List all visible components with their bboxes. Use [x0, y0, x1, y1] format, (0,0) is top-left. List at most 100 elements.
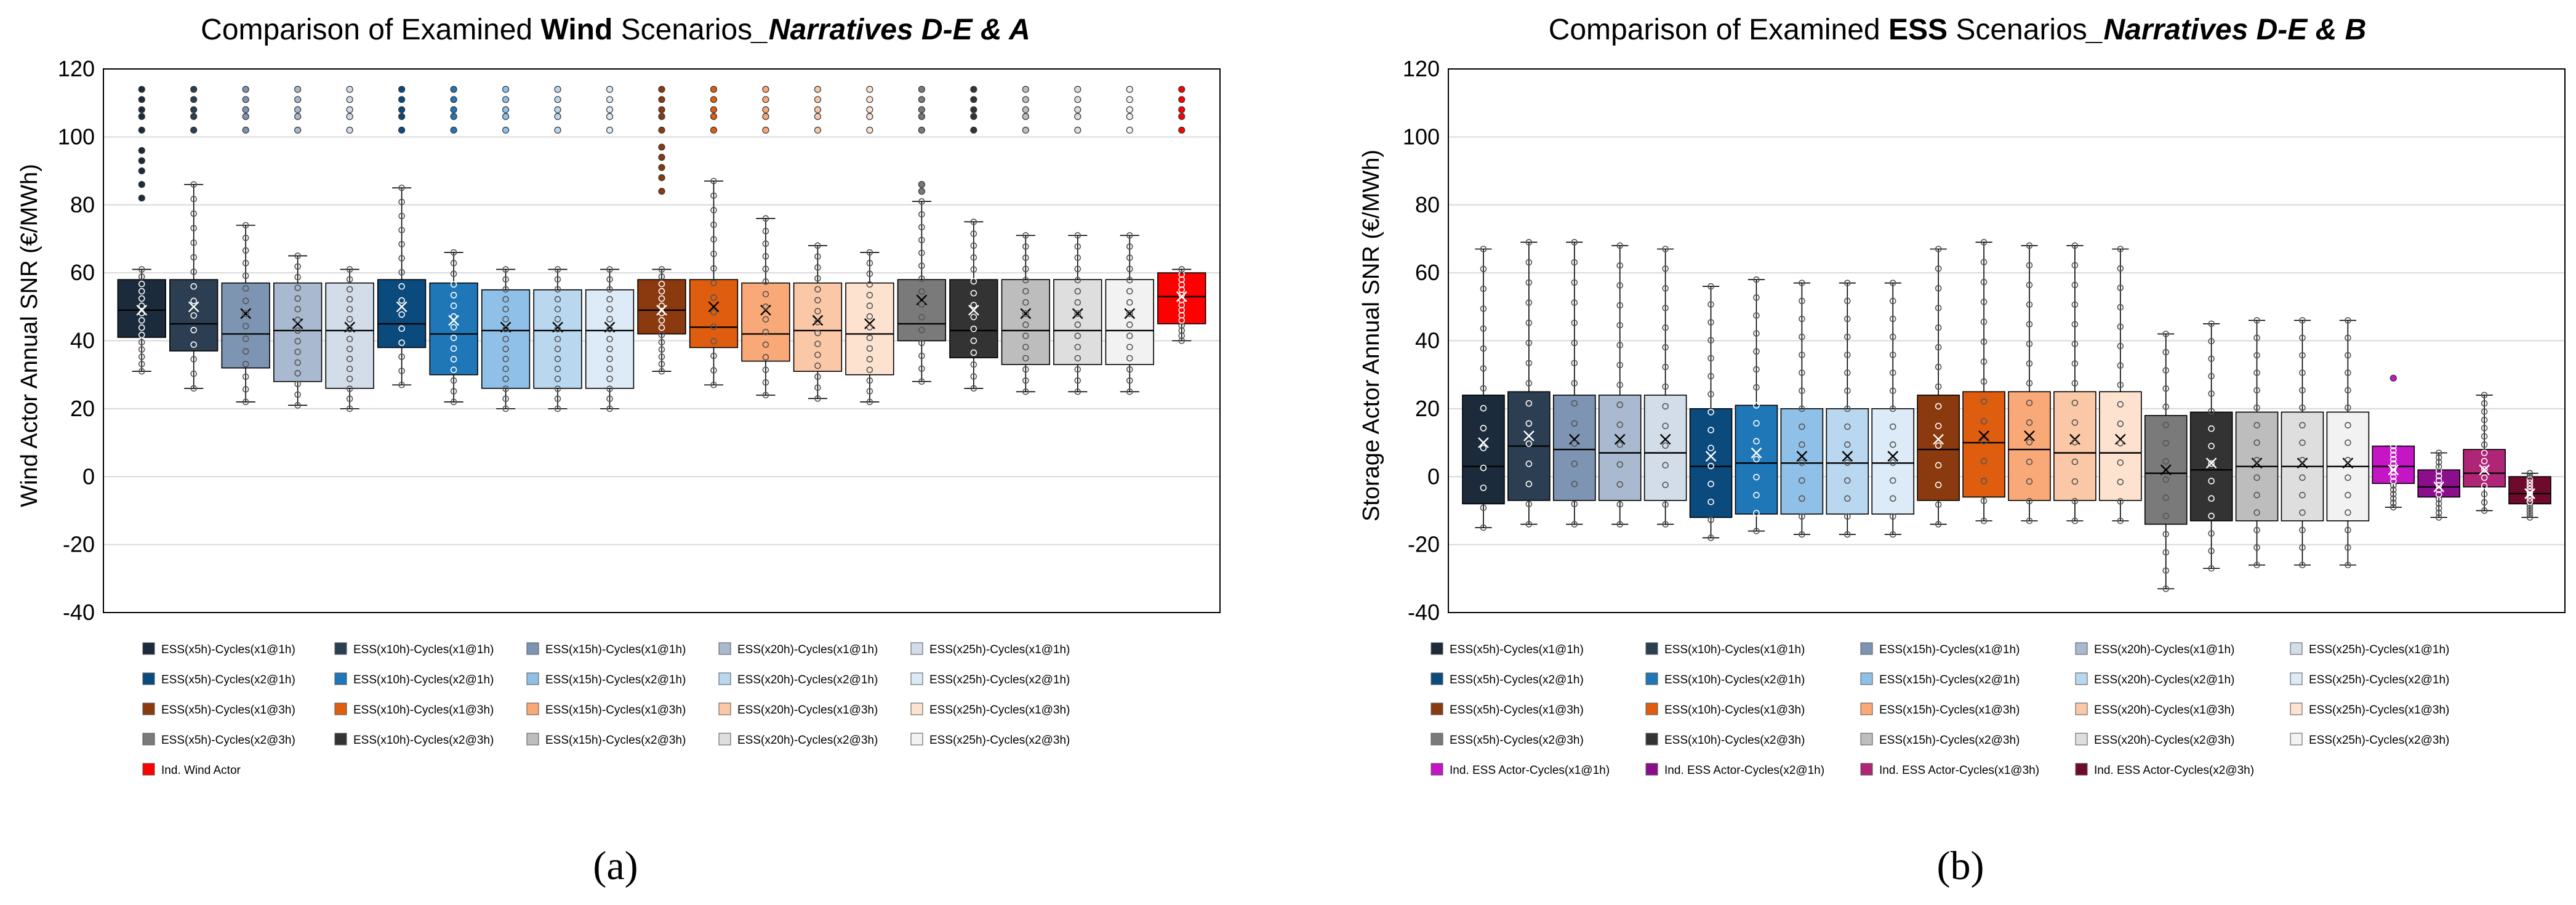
box-iqr: [1735, 404, 1778, 515]
data-point: [1074, 321, 1081, 328]
box-20: [2326, 317, 2370, 569]
mean-marker: [1978, 430, 1989, 441]
outlier-point: [918, 188, 925, 195]
legend-swatch: [1645, 642, 1658, 655]
legend-item: ESS(x20h)-Cycles(x2@3h): [2075, 733, 2234, 747]
outlier-point: [450, 96, 457, 103]
y-tick-label: 80: [1415, 192, 1440, 217]
data-point: [294, 263, 301, 270]
data-point: [2253, 369, 2260, 376]
outlier-point: [190, 96, 198, 103]
data-point: [658, 266, 665, 273]
box-iqr: [2463, 449, 2506, 488]
data-point: [762, 278, 769, 285]
legend-label: ESS(x15h)-Cycles(x2@3h): [545, 734, 686, 747]
data-point: [762, 265, 769, 273]
data-point: [190, 370, 198, 377]
data-point: [2345, 457, 2351, 464]
data-point: [1616, 381, 1624, 388]
legend-swatch: [1430, 763, 1443, 776]
data-point: [1616, 361, 1624, 369]
outlier-point: [1126, 106, 1133, 113]
data-point: [1707, 301, 1714, 308]
data-point: [1662, 442, 1669, 449]
outlier-point: [398, 126, 406, 134]
legend-item: ESS(x15h)-Cycles(x2@3h): [526, 733, 686, 747]
outlier-point: [554, 113, 561, 120]
legend-label: ESS(x25h)-Cycles(x2@3h): [929, 734, 1070, 747]
legend-label: ESS(x5h)-Cycles(x1@1h): [161, 643, 295, 656]
data-point: [2026, 262, 2033, 269]
box-19: [1053, 86, 1102, 395]
data-point: [242, 348, 249, 355]
data-point: [2162, 549, 2170, 556]
outlier-point: [814, 106, 822, 113]
data-point: [1844, 441, 1851, 448]
data-point: [398, 227, 405, 234]
data-point: [814, 373, 821, 380]
data-point: [242, 386, 249, 393]
legend-item: ESS(x25h)-Cycles(x2@1h): [910, 672, 1070, 686]
box-iqr: [2144, 415, 2188, 525]
data-point: [606, 385, 613, 392]
legend-label: ESS(x5h)-Cycles(x2@1h): [161, 674, 295, 686]
data-point: [1753, 456, 1760, 463]
data-point: [1799, 352, 1805, 358]
data-point: [1525, 480, 1533, 488]
data-point: [1571, 480, 1578, 488]
data-point: [2117, 381, 2124, 388]
data-point: [242, 260, 249, 267]
data-point: [1799, 405, 1805, 412]
data-point: [2253, 404, 2260, 411]
data-point: [970, 219, 977, 225]
legend-swatch: [718, 642, 731, 655]
outlier-point: [502, 126, 510, 134]
box-iqr: [429, 282, 478, 376]
outlier-point: [1022, 86, 1029, 93]
data-point: [1980, 378, 1988, 385]
outlier-point: [918, 181, 925, 188]
data-point: [138, 361, 145, 368]
outlier-point: [866, 106, 873, 113]
panel-a: Comparison of Examined Wind Scenarios_Na…: [17, 14, 1221, 888]
data-point: [1799, 387, 1805, 395]
data-point: [1844, 280, 1851, 286]
data-point: [1022, 344, 1029, 351]
data-point: [866, 377, 873, 384]
outlier-point: [190, 126, 198, 134]
data-point: [2389, 499, 2397, 507]
data-point: [1844, 315, 1851, 323]
outlier-point: [1178, 113, 1186, 120]
y-tick-label: -20: [1408, 532, 1440, 557]
outlier-point: [606, 113, 614, 120]
data-point: [138, 266, 145, 273]
box-iqr: [2053, 391, 2097, 501]
data-point: [2526, 486, 2534, 493]
data-point: [2071, 458, 2079, 465]
box-iqr: [273, 282, 323, 382]
data-point: [814, 318, 821, 326]
outlier-point: [346, 86, 353, 93]
data-point: [918, 223, 925, 231]
data-point: [1616, 262, 1624, 269]
data-point: [1178, 266, 1186, 273]
box-iqr: [1552, 394, 1596, 501]
data-point: [866, 270, 873, 278]
data-point: [866, 356, 873, 363]
legend-item: ESS(x5h)-Cycles(x1@1h): [142, 642, 295, 656]
data-point: [294, 316, 301, 323]
data-point: [2208, 512, 2215, 520]
data-point: [1571, 380, 1578, 387]
data-point: [710, 251, 717, 257]
box-10: [1871, 280, 1915, 538]
outlier-point: [658, 86, 665, 93]
data-point: [1707, 498, 1714, 505]
data-point: [190, 283, 198, 290]
data-point: [294, 337, 301, 345]
data-point: [190, 312, 198, 319]
chart-title-a: Comparison of Examined Wind Scenarios_Na…: [201, 14, 1030, 46]
data-point: [606, 405, 613, 412]
data-point: [2389, 460, 2397, 467]
data-point: [658, 368, 665, 375]
y-tick-label: -40: [1408, 600, 1440, 625]
